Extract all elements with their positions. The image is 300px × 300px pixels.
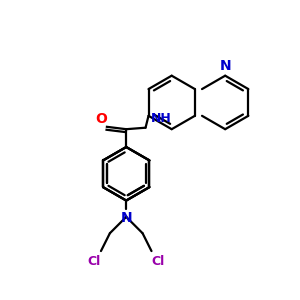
Text: O: O [96,112,107,126]
Text: N: N [219,59,231,73]
Text: NH: NH [151,112,172,125]
Text: Cl: Cl [152,255,165,268]
Text: Cl: Cl [88,255,101,268]
Text: N: N [120,211,132,225]
